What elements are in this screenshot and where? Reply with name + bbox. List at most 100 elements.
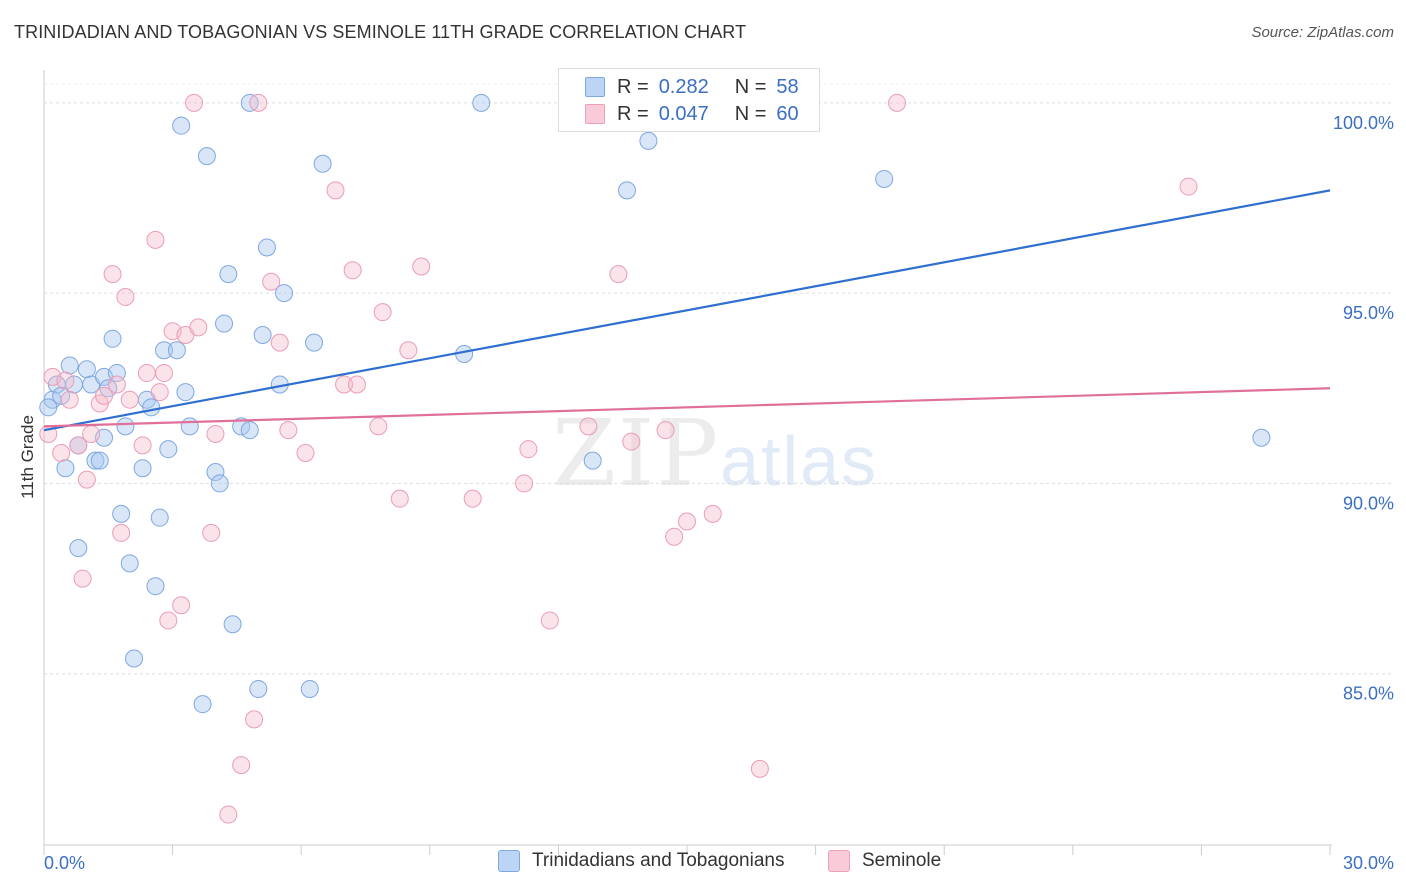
point-seminole xyxy=(399,341,418,360)
point-seminole xyxy=(373,303,392,322)
watermark-atlas: atlas xyxy=(720,422,879,500)
point-trinidadians xyxy=(142,398,161,417)
point-seminole xyxy=(52,443,71,462)
x-ticks xyxy=(43,845,1331,855)
point-seminole xyxy=(656,421,675,440)
legend-swatch-blue xyxy=(585,77,605,97)
bottom-legend-seminole: Seminole xyxy=(828,850,941,872)
point-trinidadians xyxy=(39,398,58,417)
point-seminole xyxy=(270,333,289,352)
legend-n-label: N = xyxy=(734,75,767,98)
legend-r-value: 0.047 xyxy=(658,102,709,125)
point-seminole xyxy=(56,371,75,390)
point-seminole xyxy=(665,527,684,546)
point-trinidadians xyxy=(275,284,294,303)
chart-title: TRINIDADIAN AND TOBAGONIAN VS SEMINOLE 1… xyxy=(14,22,747,42)
point-seminole xyxy=(82,424,101,443)
point-trinidadians xyxy=(583,451,602,470)
axes xyxy=(43,70,1332,846)
legend-row-trinidadians: R = 0.282 N = 58 xyxy=(585,74,799,100)
point-trinidadians xyxy=(639,131,658,150)
point-seminole xyxy=(172,596,191,615)
point-seminole xyxy=(888,93,907,112)
y-tick-label: 85.0% xyxy=(1343,684,1394,704)
point-seminole xyxy=(296,443,315,462)
point-seminole xyxy=(343,261,362,280)
point-trinidadians xyxy=(313,154,332,173)
point-trinidadians xyxy=(305,333,324,352)
point-trinidadians xyxy=(240,421,259,440)
source-label: Source: ZipAtlas.com xyxy=(1251,24,1394,41)
series-seminole-points xyxy=(39,93,1198,824)
point-trinidadians xyxy=(875,169,894,188)
legend-r-label: R = xyxy=(617,75,649,98)
point-seminole xyxy=(189,318,208,337)
point-seminole xyxy=(206,424,225,443)
y-tick-label: 95.0% xyxy=(1343,303,1394,323)
point-trinidadians xyxy=(159,440,178,459)
point-seminole xyxy=(463,489,482,508)
bottom-legend-swatch-pink xyxy=(828,850,850,872)
point-trinidadians xyxy=(180,417,199,436)
point-seminole xyxy=(1179,177,1198,196)
point-seminole xyxy=(133,436,152,455)
point-trinidadians xyxy=(112,504,131,523)
point-seminole xyxy=(622,432,641,451)
legend-r-value: 0.282 xyxy=(658,75,709,98)
point-seminole xyxy=(326,181,345,200)
point-seminole xyxy=(219,805,238,824)
point-trinidadians xyxy=(215,314,234,333)
legend-n-value: 58 xyxy=(776,75,799,98)
point-seminole xyxy=(369,417,388,436)
point-trinidadians xyxy=(223,615,242,634)
series-trinidadians-points xyxy=(39,93,1271,714)
point-seminole xyxy=(150,383,169,402)
point-seminole xyxy=(73,569,92,588)
bottom-legend-label-trinidadians: Trinidadians and Tobagonians xyxy=(532,850,785,871)
point-seminole xyxy=(335,375,354,394)
y-tick-label: 90.0% xyxy=(1343,493,1394,513)
point-seminole xyxy=(137,364,156,383)
point-trinidadians xyxy=(249,679,268,698)
legend-swatch-pink xyxy=(585,104,605,124)
point-trinidadians xyxy=(206,463,225,482)
point-seminole xyxy=(347,375,366,394)
correlation-legend: R = 0.282 N = 58 R = 0.047 N = 60 xyxy=(558,68,820,132)
point-trinidadians xyxy=(210,474,229,493)
point-seminole xyxy=(609,265,628,284)
point-trinidadians xyxy=(77,360,96,379)
point-trinidadians xyxy=(116,417,135,436)
point-seminole xyxy=(103,265,122,284)
point-seminole xyxy=(279,421,298,440)
point-trinidadians xyxy=(90,451,109,470)
point-seminole xyxy=(262,272,281,291)
point-seminole xyxy=(249,93,268,112)
bottom-legend-swatch-blue xyxy=(498,850,520,872)
point-seminole xyxy=(116,287,135,306)
point-seminole xyxy=(146,230,165,249)
watermark-zip: ZIP xyxy=(552,400,721,507)
point-trinidadians xyxy=(103,329,122,348)
point-trinidadians xyxy=(155,341,174,360)
point-seminole xyxy=(107,375,126,394)
point-trinidadians xyxy=(69,539,88,558)
point-trinidadians xyxy=(146,577,165,596)
point-seminole xyxy=(112,523,131,542)
point-trinidadians xyxy=(167,341,186,360)
point-seminole xyxy=(540,611,559,630)
point-seminole xyxy=(579,417,598,436)
watermark: ZIPatlas xyxy=(552,400,878,507)
point-seminole xyxy=(159,611,178,630)
point-seminole xyxy=(245,710,264,729)
point-trinidadians xyxy=(120,554,139,573)
point-seminole xyxy=(232,756,251,775)
point-trinidadians xyxy=(125,649,144,668)
point-seminole xyxy=(95,386,114,405)
point-seminole xyxy=(120,390,139,409)
gridlines xyxy=(44,83,1394,675)
point-trinidadians xyxy=(56,459,75,478)
point-seminole xyxy=(678,512,696,531)
point-trinidadians xyxy=(197,147,216,166)
point-trinidadians xyxy=(257,238,276,257)
point-seminole xyxy=(185,93,204,112)
